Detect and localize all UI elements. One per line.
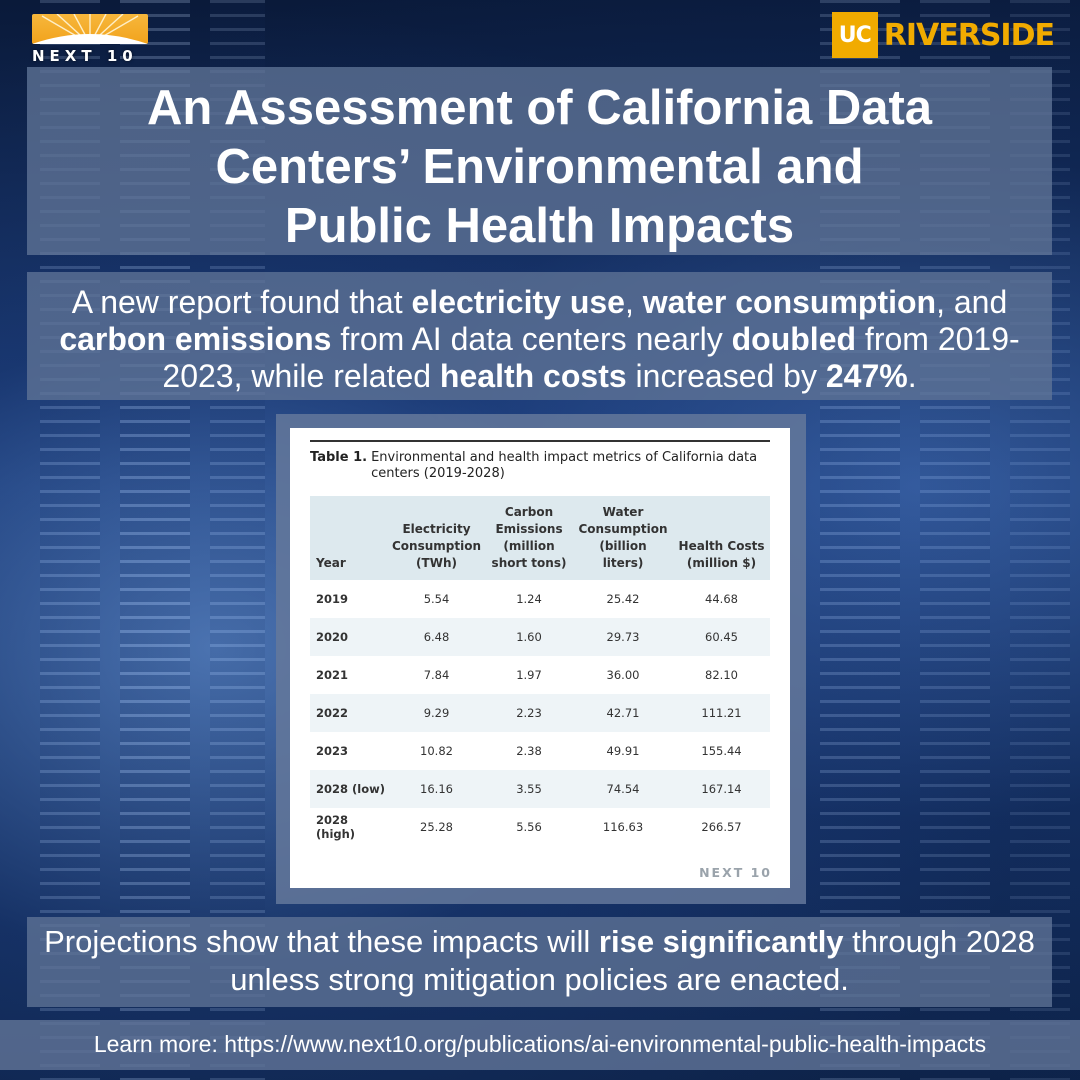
metrics-table: Year Electricity Consumption (TWh) Carbo… (310, 496, 770, 846)
value-cell: 49.91 (606, 744, 640, 758)
value-cell: 167.14 (673, 770, 770, 808)
title-line: An Assessment of California Data (146, 81, 933, 135)
year-cell: 2028 (high) (316, 813, 356, 841)
value-cell: 82.10 (705, 668, 738, 682)
table-row: 2019 5.54 1.24 25.42 44.68 (310, 580, 770, 618)
page-title: An Assessment of California Data Centers… (27, 79, 1052, 256)
value-cell: 6.48 (388, 618, 486, 656)
year-cell: 2023 (316, 744, 349, 758)
table-row: 2021 7.84 1.97 36.00 82.10 (310, 656, 770, 694)
value-cell: 3.55 (485, 770, 574, 808)
learn-more-link[interactable]: Learn more: https://www.next10.org/publi… (93, 1031, 987, 1057)
value-cell: 36.00 (606, 668, 640, 682)
value-cell: 44.68 (705, 592, 738, 606)
next10-logo: NEXT 10 (32, 14, 152, 65)
value-cell: 60.45 (673, 618, 770, 656)
column-header: Carbon Emissions (million short tons) (485, 496, 574, 580)
table-row: 2020 6.48 1.60 29.73 60.45 (310, 618, 770, 656)
value-cell: 9.29 (388, 694, 486, 732)
caption-label: Table 1. (310, 450, 368, 465)
value-cell: 266.57 (701, 820, 742, 834)
table-row: 2028 (high) 25.28 5.56 116.63 266.57 (310, 808, 770, 846)
value-cell: 1.97 (516, 668, 542, 682)
value-cell: 74.54 (573, 770, 674, 808)
value-cell: 155.44 (701, 744, 742, 758)
value-cell: 5.56 (516, 820, 542, 834)
column-header: Water Consumption (billion liters) (573, 496, 674, 580)
table-card: Table 1. Environmental and health impact… (290, 428, 790, 888)
next10-wordmark: NEXT 10 (32, 47, 138, 65)
uc-mark: UC (831, 12, 878, 58)
value-cell: 1.60 (485, 618, 574, 656)
value-cell: 16.16 (388, 770, 486, 808)
uc-riverside-logo: UC RIVERSIDE (831, 12, 1055, 58)
column-header: Health Costs (million $) (673, 496, 770, 580)
year-cell: 2020 (310, 618, 388, 656)
riverside-wordmark: RIVERSIDE (883, 17, 1055, 53)
value-cell: 42.71 (573, 694, 674, 732)
intro-text: A new report found that electricity use,… (59, 284, 1020, 394)
value-cell: 29.73 (573, 618, 674, 656)
year-cell: 2022 (310, 694, 388, 732)
table-row: 2022 9.29 2.23 42.71 111.21 (310, 694, 770, 732)
caption-text: Environmental and health impact metrics … (371, 450, 758, 481)
title-panel: An Assessment of California Data Centers… (27, 67, 1052, 255)
year-cell: 2021 (316, 668, 349, 682)
value-cell: 2.38 (516, 744, 542, 758)
table-header-row: Year Electricity Consumption (TWh) Carbo… (310, 496, 770, 580)
value-cell: 1.24 (516, 592, 542, 606)
year-cell: 2028 (low) (310, 770, 388, 808)
projection-panel: Projections show that these impacts will… (27, 917, 1052, 1007)
table-row: 2023 10.82 2.38 49.91 155.44 (310, 732, 770, 770)
title-line: Centers’ Environmental and (215, 140, 864, 194)
value-cell: 25.42 (606, 592, 640, 606)
value-cell: 10.82 (420, 744, 453, 758)
learn-more-panel: Learn more: https://www.next10.org/publi… (0, 1020, 1080, 1070)
value-cell: 2.23 (485, 694, 574, 732)
value-cell: 111.21 (673, 694, 770, 732)
value-cell: 25.28 (420, 820, 453, 834)
projection-text: Projections show that these impacts will… (44, 924, 1035, 997)
value-cell: 116.63 (602, 820, 644, 834)
title-line: Public Health Impacts (284, 199, 795, 253)
intro-panel: A new report found that electricity use,… (27, 272, 1052, 400)
year-cell: 2019 (316, 592, 349, 606)
table-caption: Table 1. Environmental and health impact… (310, 440, 770, 482)
value-cell: 7.84 (423, 668, 450, 682)
value-cell: 5.54 (423, 592, 450, 606)
table-brand-footer: NEXT 10 (699, 865, 772, 880)
column-header: Electricity Consumption (TWh) (388, 496, 486, 580)
table-row: 2028 (low) 16.16 3.55 74.54 167.14 (310, 770, 770, 808)
column-header: Year (310, 496, 388, 580)
sunrise-icon (32, 14, 148, 44)
